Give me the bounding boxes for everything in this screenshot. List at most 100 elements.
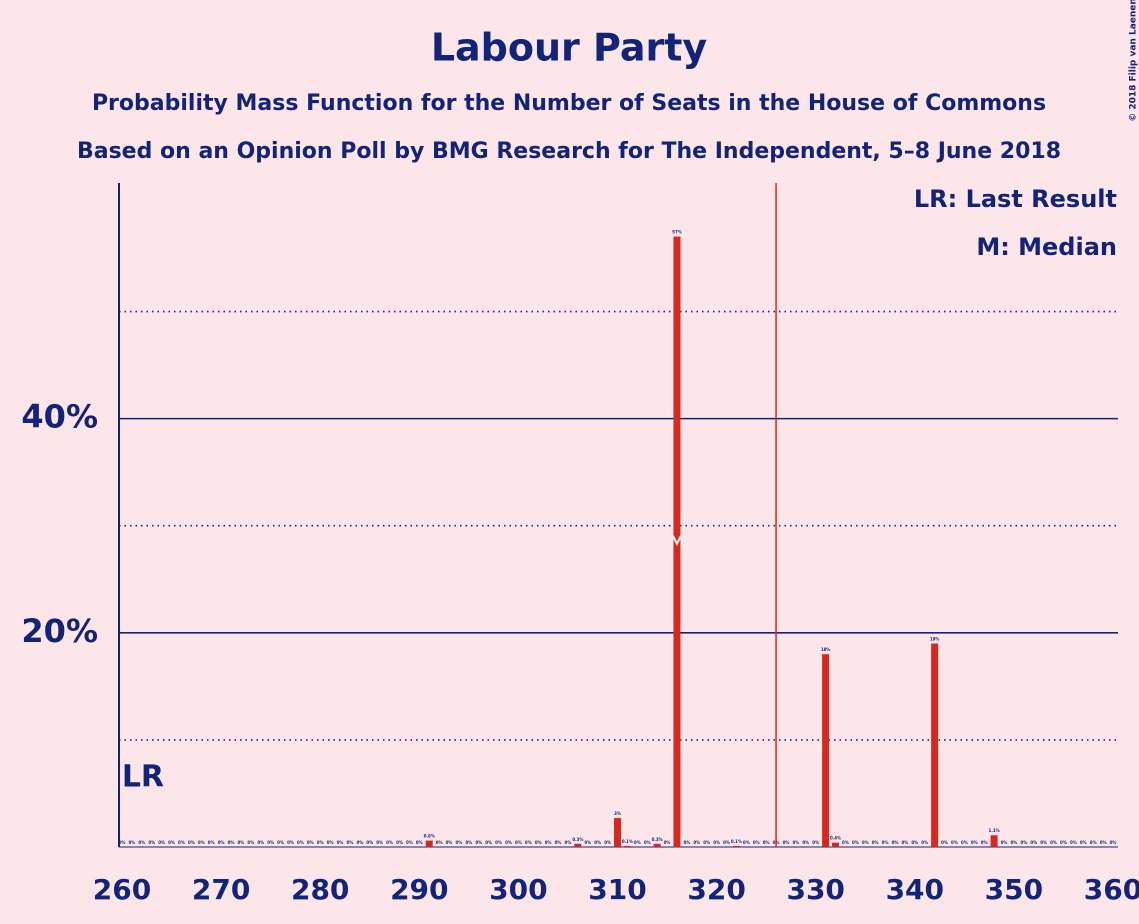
value-label: 0% xyxy=(446,840,453,845)
value-label: 0% xyxy=(951,840,958,845)
value-label: 0% xyxy=(267,840,274,845)
value-label: 0% xyxy=(158,840,165,845)
value-label: 57% xyxy=(672,230,682,235)
value-label: 0% xyxy=(247,840,254,845)
x-tick-label: 350 xyxy=(985,873,1043,906)
value-label: 0% xyxy=(892,840,899,845)
x-tick-label: 310 xyxy=(588,873,646,906)
value-label: 0% xyxy=(257,840,264,845)
value-label: 0% xyxy=(604,840,611,845)
value-label: 0% xyxy=(763,840,770,845)
value-label: 0% xyxy=(307,840,314,845)
median-marker xyxy=(672,535,682,547)
value-label: 0% xyxy=(545,840,552,845)
value-label: 0% xyxy=(872,840,879,845)
value-label: 0% xyxy=(465,840,472,845)
value-label: 0.4% xyxy=(830,836,841,841)
x-tick-label: 360 xyxy=(1084,873,1139,906)
legend-entry: LR: Last Result xyxy=(914,185,1117,213)
bar xyxy=(653,843,661,847)
bar xyxy=(623,845,631,847)
value-label: 0.6% xyxy=(424,834,435,839)
value-label: 0% xyxy=(852,840,859,845)
value-label: 0% xyxy=(1070,840,1077,845)
value-label: 0% xyxy=(802,840,809,845)
x-tick-label: 320 xyxy=(687,873,745,906)
value-label: 0% xyxy=(228,840,235,845)
value-label: 0% xyxy=(366,840,373,845)
value-label: 0% xyxy=(218,840,225,845)
value-label: 0% xyxy=(683,840,690,845)
value-label: 0% xyxy=(1080,840,1087,845)
value-label: 0% xyxy=(119,840,126,845)
legend-entry: M: Median xyxy=(976,233,1117,261)
value-label: 0% xyxy=(485,840,492,845)
value-label: 0% xyxy=(406,840,413,845)
value-label: 0% xyxy=(317,840,324,845)
value-label: 0% xyxy=(1030,840,1037,845)
value-label: 0% xyxy=(941,840,948,845)
value-label: 0% xyxy=(812,840,819,845)
value-label: 0% xyxy=(1001,840,1008,845)
value-label: 0% xyxy=(168,840,175,845)
value-label: 0% xyxy=(1011,840,1018,845)
x-tick-label: 280 xyxy=(291,873,349,906)
value-label: 0% xyxy=(505,840,512,845)
value-label: 0% xyxy=(842,840,849,845)
subtitle: Probability Mass Function for the Number… xyxy=(92,91,1046,116)
x-tick-label: 300 xyxy=(489,873,547,906)
value-label: 0% xyxy=(277,840,284,845)
value-label: 0% xyxy=(882,840,889,845)
value-label: 0% xyxy=(148,840,155,845)
bar xyxy=(732,845,740,847)
value-label: 0% xyxy=(1090,840,1097,845)
value-label: 0% xyxy=(129,840,136,845)
bar xyxy=(822,654,830,847)
value-label: 0.3% xyxy=(572,837,583,842)
x-tick-label: 340 xyxy=(886,873,944,906)
value-label: 0% xyxy=(456,840,463,845)
value-label: 0% xyxy=(634,840,641,845)
bar xyxy=(425,840,433,847)
value-label: 0% xyxy=(753,840,760,845)
value-label: 0% xyxy=(416,840,423,845)
x-tick-label: 330 xyxy=(786,873,844,906)
value-label: 0% xyxy=(347,840,354,845)
last-result-label: LR xyxy=(122,760,164,795)
value-label: 0% xyxy=(862,840,869,845)
value-label: 0% xyxy=(198,840,205,845)
value-label: 0% xyxy=(584,840,591,845)
value-label: 0% xyxy=(971,840,978,845)
value-label: 18% xyxy=(821,647,831,652)
value-label: 0% xyxy=(1100,840,1107,845)
value-label: 0% xyxy=(327,840,334,845)
bar xyxy=(931,643,939,847)
value-label: 0% xyxy=(208,840,215,845)
value-label: 0% xyxy=(921,840,928,845)
value-label: 0% xyxy=(1110,840,1117,845)
value-label: 0% xyxy=(495,840,502,845)
value-label: 0% xyxy=(1050,840,1057,845)
value-label: 0% xyxy=(783,840,790,845)
bar xyxy=(990,835,998,847)
value-label: 0% xyxy=(565,840,572,845)
value-label: 0% xyxy=(386,840,393,845)
value-label: 0% xyxy=(1040,840,1047,845)
value-label: 0% xyxy=(1060,840,1067,845)
value-label: 0% xyxy=(535,840,542,845)
value-label: 0% xyxy=(961,840,968,845)
copyright: © 2018 Filip van Laenen xyxy=(1129,0,1139,122)
value-label: 0% xyxy=(436,840,443,845)
value-label: 0% xyxy=(911,840,918,845)
value-label: 0% xyxy=(475,840,482,845)
value-label: 0% xyxy=(337,840,344,845)
value-label: 0% xyxy=(178,840,185,845)
y-tick-label: 20% xyxy=(21,612,98,650)
subtitle: Based on an Opinion Poll by BMG Research… xyxy=(77,139,1061,164)
value-label: 0.1% xyxy=(622,839,633,844)
x-tick-label: 270 xyxy=(192,873,250,906)
value-label: 0.1% xyxy=(731,839,742,844)
value-label: 0% xyxy=(792,840,799,845)
